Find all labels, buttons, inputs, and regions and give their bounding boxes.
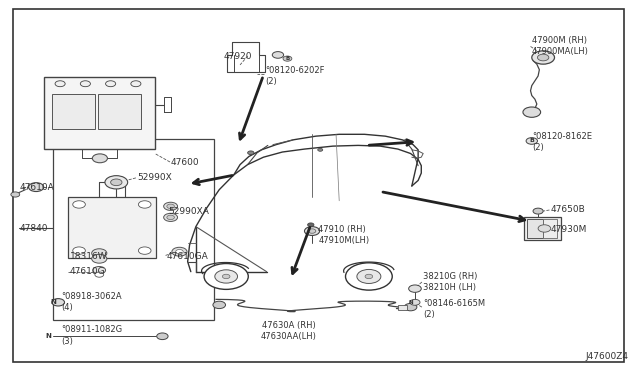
Circle shape xyxy=(138,201,151,208)
Text: N: N xyxy=(45,333,51,339)
Circle shape xyxy=(73,247,85,254)
Text: °08120-8162E
(2): °08120-8162E (2) xyxy=(532,132,592,153)
Text: °08918-3062A
(4): °08918-3062A (4) xyxy=(61,292,122,312)
Circle shape xyxy=(167,215,174,219)
Bar xyxy=(543,219,557,238)
Circle shape xyxy=(410,299,420,305)
Circle shape xyxy=(111,179,122,186)
Text: 47910 (RH)
47910M(LH): 47910 (RH) 47910M(LH) xyxy=(318,225,369,245)
Text: 18316W: 18316W xyxy=(70,251,108,261)
Circle shape xyxy=(95,272,104,277)
Text: J47600Z4: J47600Z4 xyxy=(586,352,628,361)
Circle shape xyxy=(93,266,106,274)
Circle shape xyxy=(346,263,392,290)
Text: B: B xyxy=(285,56,289,61)
Text: B: B xyxy=(529,138,534,144)
Circle shape xyxy=(533,208,543,214)
Circle shape xyxy=(538,225,551,232)
Circle shape xyxy=(55,81,65,87)
Bar xyxy=(44,77,155,149)
Circle shape xyxy=(526,138,538,144)
Text: 47650B: 47650B xyxy=(551,205,586,215)
Circle shape xyxy=(532,51,554,64)
Circle shape xyxy=(404,304,417,311)
Circle shape xyxy=(164,213,177,221)
Circle shape xyxy=(213,301,225,309)
Bar xyxy=(398,305,408,310)
Text: 47630A (RH)
47630AA(LH): 47630A (RH) 47630AA(LH) xyxy=(260,321,317,341)
Circle shape xyxy=(409,285,421,292)
FancyArrowPatch shape xyxy=(292,227,310,273)
Circle shape xyxy=(105,176,127,189)
FancyArrowPatch shape xyxy=(369,140,412,145)
Bar xyxy=(524,217,561,240)
Circle shape xyxy=(283,56,292,61)
Circle shape xyxy=(272,52,284,58)
Text: °08120-6202F
(2): °08120-6202F (2) xyxy=(266,66,325,86)
Circle shape xyxy=(248,151,254,155)
FancyArrowPatch shape xyxy=(383,192,525,222)
Text: 47840: 47840 xyxy=(19,224,47,233)
Circle shape xyxy=(172,247,187,256)
Circle shape xyxy=(538,54,549,61)
Text: 47610A: 47610A xyxy=(19,183,54,192)
FancyArrowPatch shape xyxy=(239,78,262,139)
Text: °08911-1082G
(3): °08911-1082G (3) xyxy=(61,326,122,346)
Circle shape xyxy=(204,263,248,289)
Text: 47610GA: 47610GA xyxy=(167,251,209,261)
Bar xyxy=(98,94,141,129)
Text: 47600: 47600 xyxy=(171,157,199,167)
Circle shape xyxy=(138,247,151,254)
Circle shape xyxy=(131,81,141,87)
Circle shape xyxy=(317,148,323,151)
Circle shape xyxy=(222,274,230,279)
Text: 47900M (RH)
47900MA(LH): 47900M (RH) 47900MA(LH) xyxy=(532,36,589,57)
Circle shape xyxy=(305,227,319,235)
Text: N: N xyxy=(408,300,413,305)
Circle shape xyxy=(215,270,237,283)
FancyArrowPatch shape xyxy=(193,176,232,185)
Circle shape xyxy=(80,81,90,87)
Circle shape xyxy=(106,81,116,87)
Circle shape xyxy=(308,223,314,227)
Bar xyxy=(52,94,95,129)
Text: N: N xyxy=(50,299,56,305)
Bar xyxy=(68,197,156,258)
Circle shape xyxy=(357,269,381,283)
Circle shape xyxy=(92,254,107,263)
Text: °08146-6165M
(2): °08146-6165M (2) xyxy=(423,299,485,319)
Circle shape xyxy=(175,250,183,254)
Text: 47920: 47920 xyxy=(223,52,252,61)
Circle shape xyxy=(157,333,168,340)
Circle shape xyxy=(11,192,20,197)
Circle shape xyxy=(167,204,174,209)
Circle shape xyxy=(308,229,316,233)
Circle shape xyxy=(52,299,65,306)
Text: 47610G: 47610G xyxy=(70,267,105,276)
Text: 38210G (RH)
38210H (LH): 38210G (RH) 38210H (LH) xyxy=(423,272,477,292)
Bar xyxy=(53,139,214,320)
Circle shape xyxy=(523,107,541,117)
Text: 47930M: 47930M xyxy=(551,225,587,234)
Circle shape xyxy=(29,183,44,192)
Circle shape xyxy=(365,274,372,279)
Circle shape xyxy=(73,201,85,208)
Circle shape xyxy=(92,154,108,163)
Text: 52990X: 52990X xyxy=(137,173,172,182)
Circle shape xyxy=(92,249,107,258)
Circle shape xyxy=(164,202,177,211)
Text: 52990XA: 52990XA xyxy=(169,206,209,216)
Bar xyxy=(527,219,543,238)
